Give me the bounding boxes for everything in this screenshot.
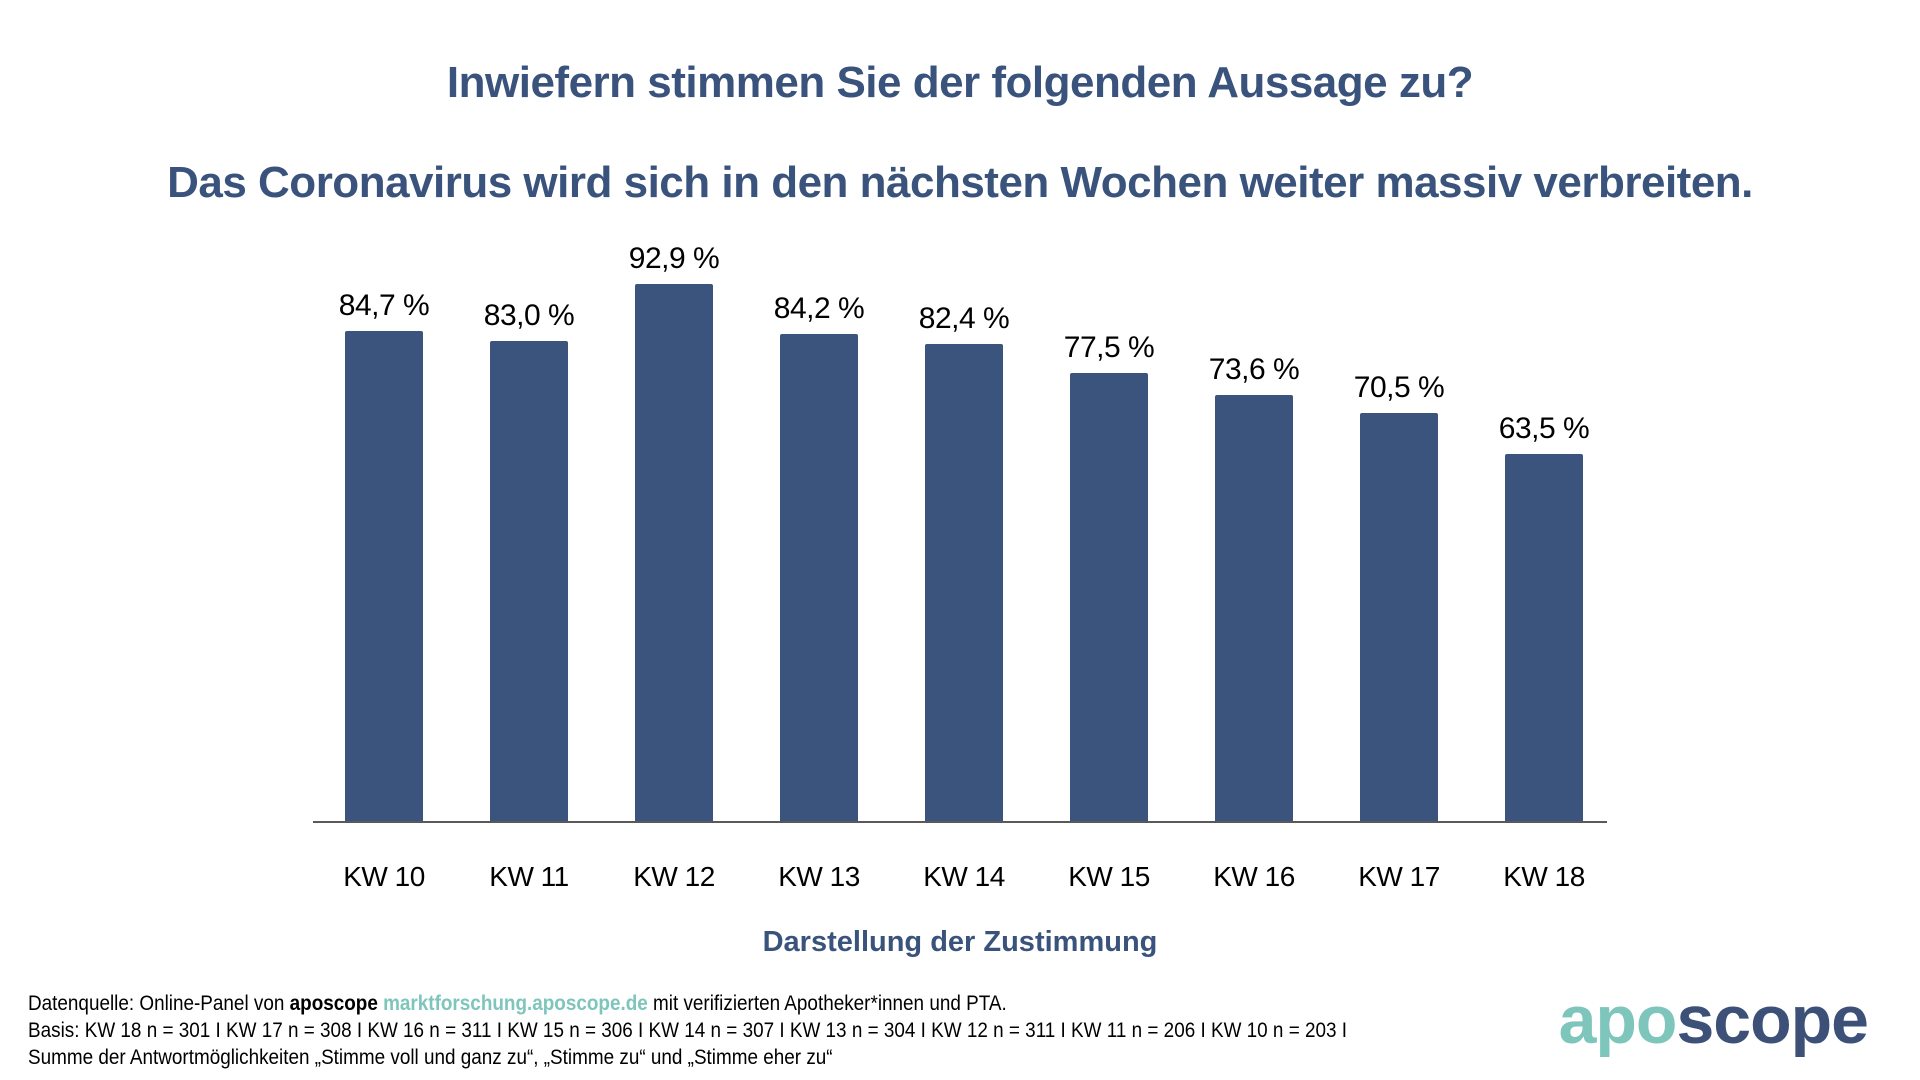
footer-line-datenquelle: Datenquelle: Online-Panel von aposcope m…: [28, 990, 1347, 1017]
bar-value-label: 83,0 %: [483, 299, 575, 332]
bar-value-label: 84,2 %: [773, 292, 865, 325]
bar-value-label: 70,5 %: [1353, 371, 1445, 404]
bar-kw-11: [490, 341, 568, 821]
bar-kw-12: [635, 284, 713, 821]
page-title: Inwiefern stimmen Sie der folgenden Auss…: [446, 58, 1474, 107]
bar-value-label: 73,6 %: [1208, 353, 1300, 386]
bar-value-label: 77,5 %: [1063, 331, 1155, 364]
aposcope-link[interactable]: marktforschung.aposcope.de: [383, 992, 648, 1015]
x-tick-label: KW 15: [1068, 861, 1150, 892]
bar-kw-17: [1360, 413, 1438, 821]
bar-kw-10: [345, 331, 423, 821]
x-tick-label: KW 11: [489, 861, 569, 892]
footer-datenquelle-prefix: Datenquelle: Online-Panel von: [28, 992, 290, 1015]
footer-line-basis: Basis: KW 18 n = 301 I KW 17 n = 308 I K…: [28, 1019, 1348, 1042]
x-axis-title: Darstellung der Zustimmung: [762, 926, 1158, 958]
bar-kw-16: [1215, 395, 1293, 821]
x-tick-label: KW 12: [633, 861, 715, 892]
x-tick-label: KW 13: [778, 861, 860, 892]
bar-kw-14: [925, 344, 1003, 821]
footer: Datenquelle: Online-Panel von aposcope m…: [28, 990, 1347, 1071]
x-tick-label: KW 17: [1358, 861, 1440, 892]
x-tick-label: KW 14: [923, 861, 1005, 892]
footer-datenquelle-suffix: mit verifizierten Apotheker*innen und PT…: [647, 992, 1007, 1015]
footer-brand-name: aposcope: [289, 992, 378, 1015]
bar-value-label: 84,7 %: [338, 289, 430, 322]
x-tick-label: KW 10: [343, 861, 425, 892]
bar-kw-18: [1505, 454, 1583, 821]
footer-line-summe: Summe der Antwortmöglichkeiten „Stimme v…: [28, 1046, 833, 1069]
bar-value-label: 63,5 %: [1498, 412, 1590, 445]
logo-apo: apo: [1558, 982, 1678, 1058]
x-tick-label: KW 16: [1213, 861, 1295, 892]
bar-kw-15: [1070, 373, 1148, 821]
bar-chart: 84,7 % KW 10 83,0 % KW 11 92,9 % KW 12 84,2 % K…: [313, 240, 1607, 892]
bar-value-label: 92,9 %: [628, 242, 720, 275]
bar-kw-13: [780, 334, 858, 821]
logo-scope: scope: [1676, 982, 1869, 1058]
aposcope-logo: aposcope: [1559, 986, 1869, 1054]
bar-value-label: 82,4 %: [918, 302, 1010, 335]
x-tick-label: KW 18: [1503, 861, 1585, 892]
page-subtitle: Das Coronavirus wird sich in den nächste…: [167, 158, 1753, 207]
